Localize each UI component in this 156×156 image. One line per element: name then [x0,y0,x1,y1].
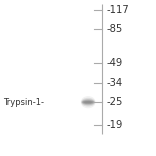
Text: -85: -85 [106,24,122,34]
Text: -34: -34 [106,78,122,88]
Ellipse shape [81,98,95,107]
Text: -25: -25 [106,97,122,107]
Ellipse shape [84,102,92,103]
Ellipse shape [82,100,94,104]
Ellipse shape [82,99,95,105]
Text: -49: -49 [106,58,122,68]
Ellipse shape [81,96,95,108]
Text: Trypsin-1-: Trypsin-1- [3,98,44,107]
Ellipse shape [83,101,93,103]
Text: -117: -117 [106,5,129,15]
Text: -19: -19 [106,120,122,130]
